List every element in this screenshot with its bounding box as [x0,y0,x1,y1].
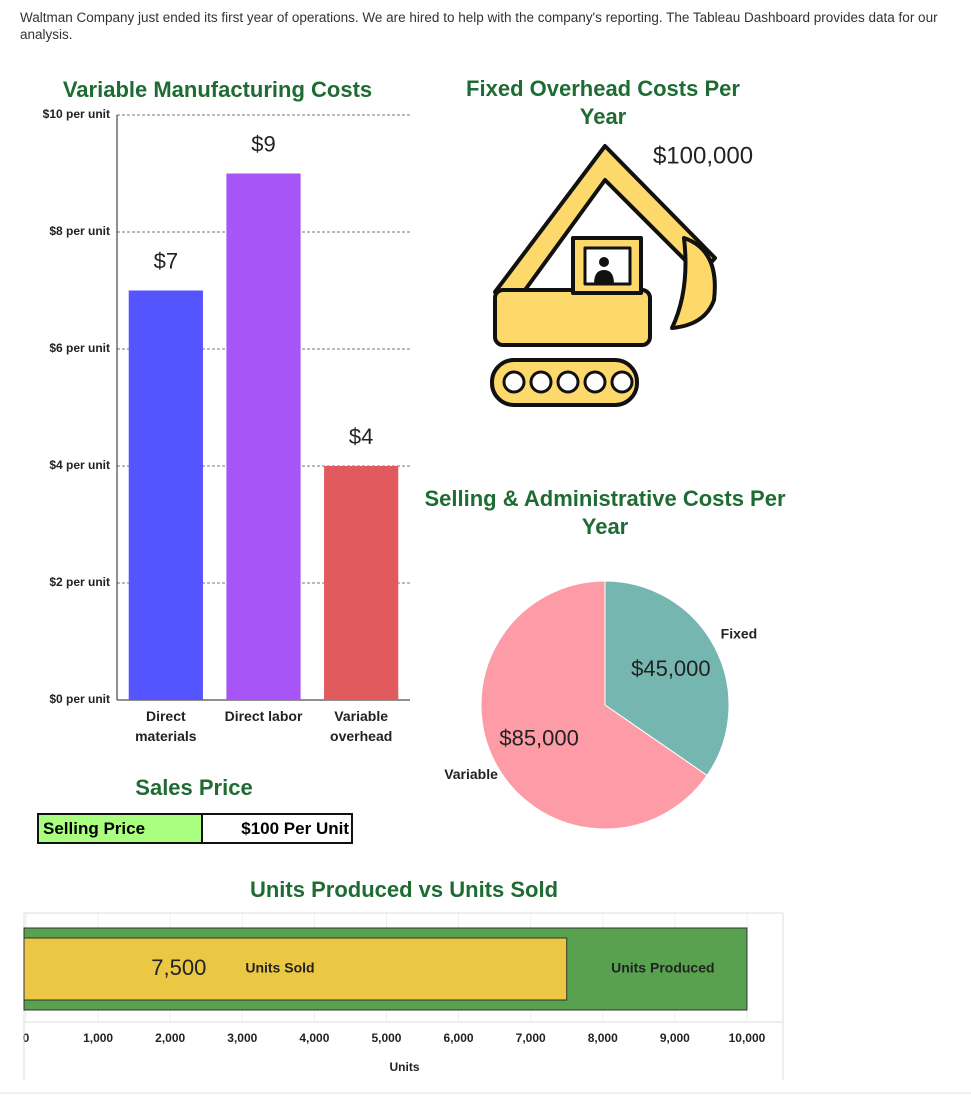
track-wheel [529,370,553,394]
bar [128,290,203,700]
track-wheel [502,370,526,394]
x-tick-label: 10,000 [729,1031,766,1045]
value-label: $4 [349,424,373,449]
operator-body [594,270,614,284]
x-tick-label: 4,000 [299,1031,329,1045]
chart-title: Sales Price [135,775,253,800]
value-label: $9 [251,131,275,156]
pie-slice [480,580,708,830]
table-cell: Selling Price [39,815,203,842]
x-tick-label: 6,000 [444,1031,474,1045]
value-label: 7,500 [151,955,206,980]
intro-text: Waltman Company just ended its first yea… [20,10,938,42]
chart-title: Selling & Administrative Costs Per Year [424,486,786,539]
bar [226,173,301,700]
track-wheel [610,370,634,394]
x-tick-label: 1,000 [83,1031,113,1045]
value-label: $7 [154,248,178,273]
x-tick-label: 2,000 [155,1031,185,1045]
y-tick-label: $6 per unit [49,341,110,355]
track-wheel [556,370,580,394]
excavator-bucket [670,236,717,330]
series-label: Units Sold [245,960,314,976]
chart-title: Variable Manufacturing Costs [62,77,373,102]
x-axis-title: Units [390,1060,420,1074]
y-tick-label: $4 per unit [49,458,110,472]
bar [324,466,399,700]
x-tick-label: 9,000 [660,1031,690,1045]
x-tick-label: Variable overhead [330,708,393,744]
x-tick-label: 5,000 [371,1031,401,1045]
y-tick-label: $2 per unit [49,575,110,589]
chart-title: Units Produced vs Units Sold [249,877,559,902]
x-tick-label: Direct materials [135,708,197,744]
y-tick-label: $8 per unit [49,224,110,238]
x-tick-label: 3,000 [227,1031,257,1045]
x-tick-label: 0 [23,1031,30,1045]
chart-title: Fixed Overhead Costs Per Year [466,76,740,129]
value-label: $85,000 [499,725,579,750]
excavator-body [493,288,652,347]
operator-head [599,257,609,267]
y-tick-label: $0 per unit [49,692,110,706]
excavator [490,144,717,407]
table-cell: $100 Per Unit [203,815,351,842]
x-tick-label: 8,000 [588,1031,618,1045]
value-label: $100,000 [653,142,753,169]
slice-label: Fixed [721,625,758,641]
track-wheel [583,370,607,394]
x-tick-label: Direct labor [224,708,303,724]
y-tick-label: $10 per unit [43,107,110,121]
slice-label: Variable [444,766,498,782]
bar [23,937,568,1001]
value-label: $45,000 [631,656,711,681]
series-label: Units Produced [611,960,714,976]
price-table: Selling Price $100 Per Unit [37,813,353,844]
x-tick-label: 7,000 [516,1031,546,1045]
pie-slice [604,580,730,777]
